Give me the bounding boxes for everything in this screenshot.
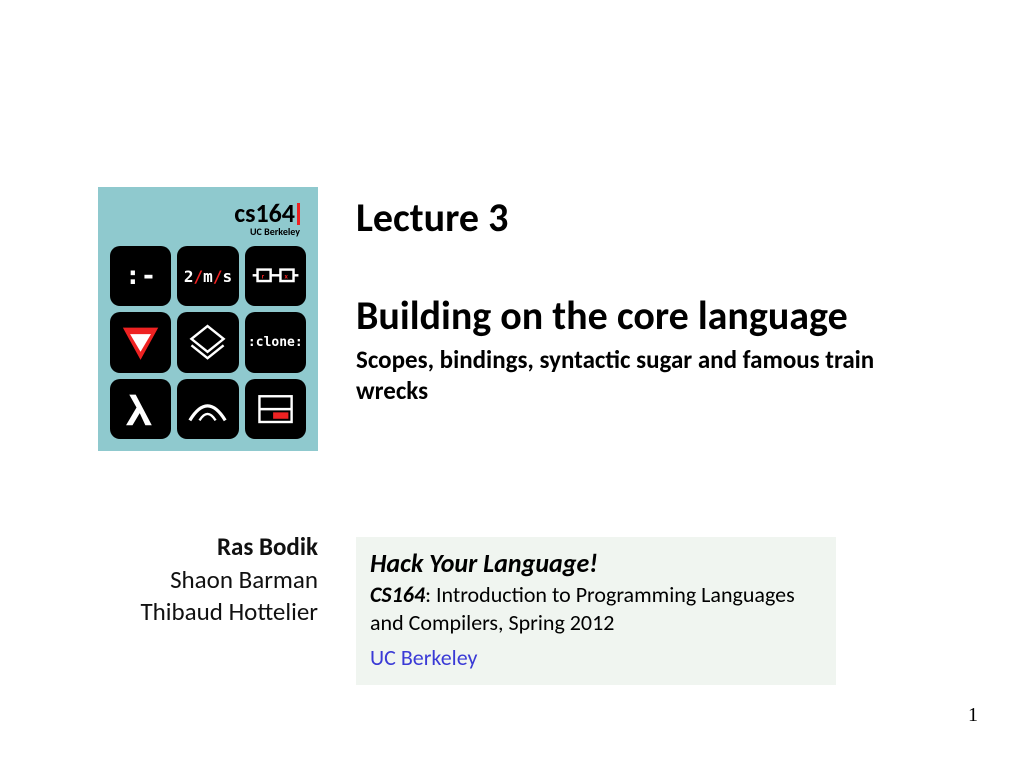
logo-accent-bar: [297, 203, 300, 225]
right-column: Lecture 3 Building on the core language …: [356, 187, 960, 685]
lecture-number: Lecture 3: [356, 193, 960, 242]
layout-icon: [245, 379, 306, 439]
logo-institution: UC Berkeley: [110, 225, 300, 238]
authors-block: Ras Bodik Shaon Barman Thibaud Hottelier: [140, 531, 318, 629]
institution-link[interactable]: UC Berkeley: [370, 644, 477, 671]
author-3: Thibaud Hottelier: [140, 596, 318, 629]
yield-icon: [110, 312, 171, 372]
course-description: CS164: Introduction to Programming Langu…: [370, 581, 822, 638]
arc-icon: [177, 379, 238, 439]
units-icon: 2/m/s: [177, 246, 238, 306]
course-tagline: Hack Your Language!: [370, 547, 822, 579]
lecture-title: Building on the core language: [356, 294, 960, 338]
course-logo-tile: cs164 UC Berkeley :- 2/m/s rx: [98, 187, 318, 451]
diamond-stack-icon: [177, 312, 238, 372]
colon-dash-icon: :-: [110, 246, 171, 306]
glasses-icon: rx: [245, 246, 306, 306]
logo-header: cs164 UC Berkeley: [110, 197, 306, 238]
lecture-subtitle: Scopes, bindings, syntactic sugar and fa…: [356, 344, 896, 407]
course-desc-text: : Introduction to Programming Languages …: [370, 581, 795, 637]
page-number: 1: [968, 704, 978, 727]
svg-text:x: x: [284, 272, 288, 281]
author-2: Shaon Barman: [140, 564, 318, 597]
lambda-icon: [110, 379, 171, 439]
clone-icon: :clone:: [245, 312, 306, 372]
author-lead: Ras Bodik: [140, 531, 318, 564]
slide: cs164 UC Berkeley :- 2/m/s rx: [0, 0, 1020, 685]
course-info-box: Hack Your Language! CS164: Introduction …: [356, 537, 836, 685]
logo-icon-grid: :- 2/m/s rx :clone:: [110, 246, 306, 439]
svg-text:r: r: [261, 272, 264, 281]
left-column: cs164 UC Berkeley :- 2/m/s rx: [68, 187, 318, 685]
course-code: CS164: [370, 581, 425, 608]
